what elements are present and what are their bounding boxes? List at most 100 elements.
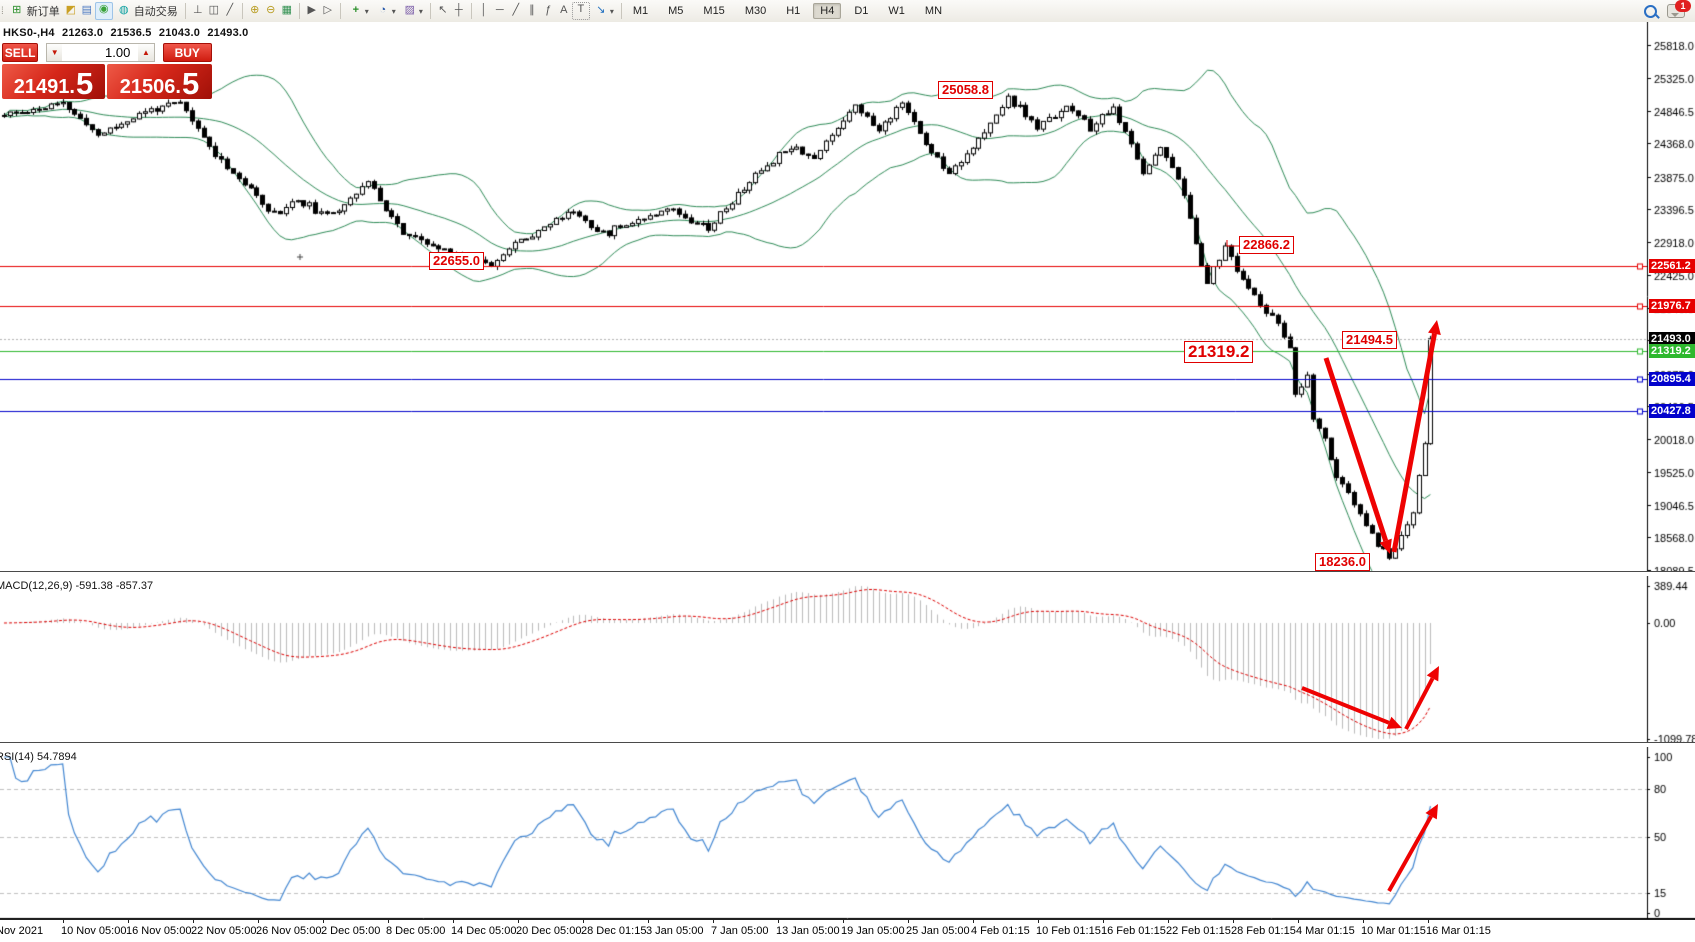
- separator: [620, 3, 622, 19]
- templates-button[interactable]: ▨ ▾: [399, 2, 426, 20]
- time-tick: [1363, 920, 1364, 923]
- vertical-line-icon[interactable]: │: [480, 4, 488, 16]
- time-tick: [323, 920, 324, 923]
- time-axis[interactable]: Nov 2021 10 Nov 05:00 16 Nov 05:00 22 Nov 0…: [0, 919, 1695, 942]
- market-watch-icon[interactable]: ◩: [65, 4, 76, 16]
- connection-icon[interactable]: ◉: [94, 2, 113, 20]
- separator: [241, 3, 243, 19]
- time-tick: [1298, 920, 1299, 923]
- time-label: Nov 2021: [0, 925, 44, 937]
- time-label: 2 Dec 05:00: [321, 925, 381, 937]
- timeframe-MN[interactable]: MN: [924, 5, 943, 17]
- sell-price-pips: 5: [75, 66, 94, 101]
- timeframe-D1[interactable]: D1: [854, 5, 869, 17]
- timeframe-M1[interactable]: M1: [632, 5, 649, 17]
- tile-windows-icon[interactable]: ▦: [281, 4, 292, 16]
- timeframe-M30[interactable]: M30: [744, 5, 767, 17]
- autotrade-button[interactable]: ◍ 自动交易: [113, 2, 181, 20]
- time-label: 10 Nov 05:00: [61, 925, 127, 937]
- sell-button[interactable]: SELL: [2, 43, 39, 62]
- timeframe-H4[interactable]: H4: [813, 3, 842, 19]
- buy-price-display[interactable]: 21506. 5: [107, 64, 212, 99]
- notification-badge: 1: [1675, 0, 1691, 12]
- clock-icon: ◔: [379, 4, 387, 16]
- sell-price: 21491.: [13, 76, 75, 98]
- timeframe-H1[interactable]: H1: [786, 5, 801, 17]
- price-tag: 20895.4: [1649, 372, 1695, 386]
- macd-pane-canvas[interactable]: [0, 576, 1695, 742]
- timeframe-M5[interactable]: M5: [668, 5, 684, 17]
- toolbar: ⁞ ⊞ 新订单 ◩ ▤ ◉ ◍ 自动交易 ⊥ ◫ ╱ ⊕ ⊖ ▦ ▶ ▷ + ▾…: [0, 0, 1695, 23]
- line-chart-icon[interactable]: ╱: [226, 4, 234, 16]
- main-chart-canvas[interactable]: [0, 22, 1695, 571]
- time-tick: [63, 920, 64, 923]
- separator: [298, 3, 300, 19]
- price-callout: 21319.2: [1184, 341, 1254, 363]
- time-tick: [128, 920, 129, 923]
- time-label: 14 Dec 05:00: [451, 925, 517, 937]
- separator: [429, 3, 431, 19]
- chevron-down-icon: ▾: [418, 6, 423, 16]
- price-tag: 20427.8: [1649, 404, 1695, 418]
- time-tick: [1233, 920, 1234, 923]
- time-label: 28 Feb 01:15: [1231, 925, 1296, 937]
- timeframe-W1[interactable]: W1: [888, 5, 905, 17]
- price-tag: 22561.2: [1649, 259, 1695, 273]
- separator: [184, 3, 186, 19]
- time-label: 25 Jan 05:00: [906, 925, 970, 937]
- price-tag: 21493.0: [1649, 332, 1695, 346]
- toolbar-grip[interactable]: ⁞: [1, 5, 4, 17]
- toolbar-right-group: 1: [1644, 0, 1691, 18]
- volume-increase-button[interactable]: ▲: [138, 43, 155, 62]
- timeframe-M15[interactable]: M15: [703, 5, 725, 17]
- zoom-in-icon[interactable]: ⊕: [250, 4, 260, 16]
- new-order-button[interactable]: ⊞ 新订单: [6, 2, 63, 20]
- time-label: 3 Jan 05:00: [646, 925, 704, 937]
- text-icon[interactable]: A: [560, 4, 568, 16]
- high-value: 21536.5: [110, 27, 152, 39]
- rsi-pane-canvas[interactable]: [0, 747, 1695, 919]
- arrows-tool-button[interactable]: ↘ ▾: [590, 2, 617, 20]
- time-tick: [1428, 920, 1429, 923]
- time-tick: [453, 920, 454, 923]
- one-click-trading-panel: SELL ▼ ▲ BUY 21491. 5 21506. 5: [2, 43, 212, 99]
- indicators-button[interactable]: + ▾: [345, 2, 372, 20]
- notifications-icon[interactable]: 1: [1667, 0, 1691, 18]
- time-label: 10 Mar 01:15: [1361, 925, 1426, 937]
- buy-price-pips: 5: [181, 66, 200, 101]
- chevron-down-icon: ▾: [391, 6, 396, 16]
- new-order-icon: ⊞: [12, 4, 22, 16]
- text-label-icon[interactable]: T: [571, 2, 590, 20]
- fibonacci-icon[interactable]: ƒ: [544, 4, 551, 16]
- data-window-icon[interactable]: ▤: [81, 4, 92, 16]
- auto-scroll-icon[interactable]: ▶: [307, 4, 317, 16]
- crosshair-icon[interactable]: ┼: [454, 4, 463, 16]
- candlestick-chart-icon[interactable]: ◫: [208, 4, 219, 16]
- zoom-out-icon[interactable]: ⊖: [266, 4, 276, 16]
- time-tick: [193, 920, 194, 923]
- sell-price-display[interactable]: 21491. 5: [2, 64, 105, 99]
- trendline-icon[interactable]: ╱: [512, 4, 520, 16]
- horizontal-line-icon[interactable]: ─: [495, 4, 504, 16]
- time-label: 16 Nov 05:00: [126, 925, 192, 937]
- time-label: 16 Feb 01:15: [1101, 925, 1166, 937]
- cursor-icon[interactable]: ↖: [438, 4, 448, 16]
- time-label: 4 Mar 01:15: [1296, 925, 1355, 937]
- price-callout: 18236.0: [1315, 553, 1370, 571]
- separator: [339, 3, 341, 19]
- time-tick: [1103, 920, 1104, 923]
- search-icon[interactable]: [1644, 4, 1657, 18]
- time-label: 22 Feb 01:15: [1166, 925, 1231, 937]
- equidistant-channel-icon[interactable]: ∥: [529, 4, 535, 16]
- buy-button[interactable]: BUY: [162, 43, 212, 62]
- volume-input[interactable]: [62, 43, 139, 62]
- chart-shift-icon[interactable]: ▷: [323, 4, 333, 16]
- time-label: 19 Jan 05:00: [841, 925, 905, 937]
- chevron-down-icon: ▾: [609, 6, 614, 16]
- periods-button[interactable]: ◔ ▾: [372, 2, 399, 20]
- time-label: 10 Feb 01:15: [1036, 925, 1101, 937]
- time-label: 8 Dec 05:00: [386, 925, 446, 937]
- bar-chart-icon[interactable]: ⊥: [192, 4, 203, 16]
- volume-decrease-button[interactable]: ▼: [46, 43, 63, 62]
